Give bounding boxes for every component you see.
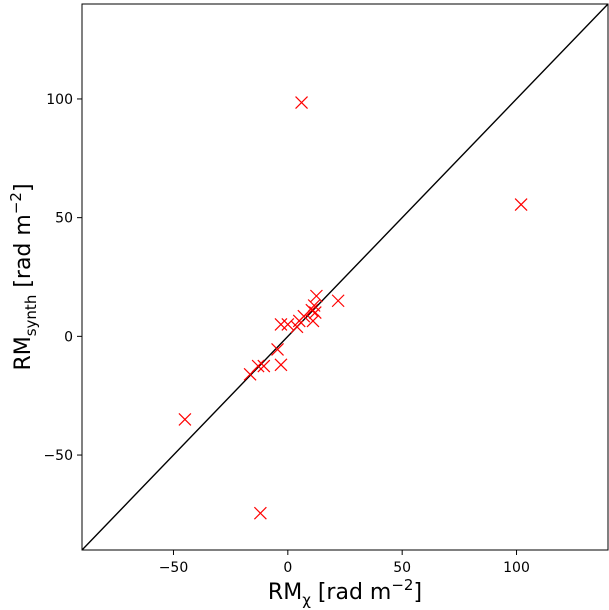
data-point-marker — [274, 318, 288, 331]
identity-line — [82, 4, 608, 550]
x-axis-label: RMχ [rad m−2] — [268, 576, 422, 609]
y-tick-label: 50 — [55, 211, 73, 227]
data-point-marker — [308, 306, 322, 320]
data-point-marker — [274, 358, 288, 372]
data-point-marker — [281, 318, 295, 331]
data-point-marker — [306, 314, 320, 328]
x-tick-label: 0 — [283, 560, 292, 576]
data-point-marker — [243, 367, 257, 381]
data-point-marker — [295, 96, 308, 109]
data-point-marker — [253, 506, 267, 520]
y-tick-label: 100 — [46, 92, 73, 108]
data-point-marker — [331, 294, 345, 308]
y-tick-label: 0 — [64, 329, 73, 345]
y-tick-label: −50 — [43, 448, 73, 464]
y-axis-label: RMsynth [rad m−2] — [7, 183, 40, 370]
data-point-marker — [305, 303, 319, 317]
data-point-marker — [257, 359, 271, 373]
data-point-marker — [178, 413, 192, 426]
data-point-marker — [271, 342, 284, 356]
x-tick-label: 50 — [393, 560, 411, 576]
x-tick-label: −50 — [159, 560, 189, 576]
data-point-marker — [290, 320, 304, 334]
data-point-marker — [514, 198, 528, 212]
x-tick-label: 100 — [503, 560, 530, 576]
